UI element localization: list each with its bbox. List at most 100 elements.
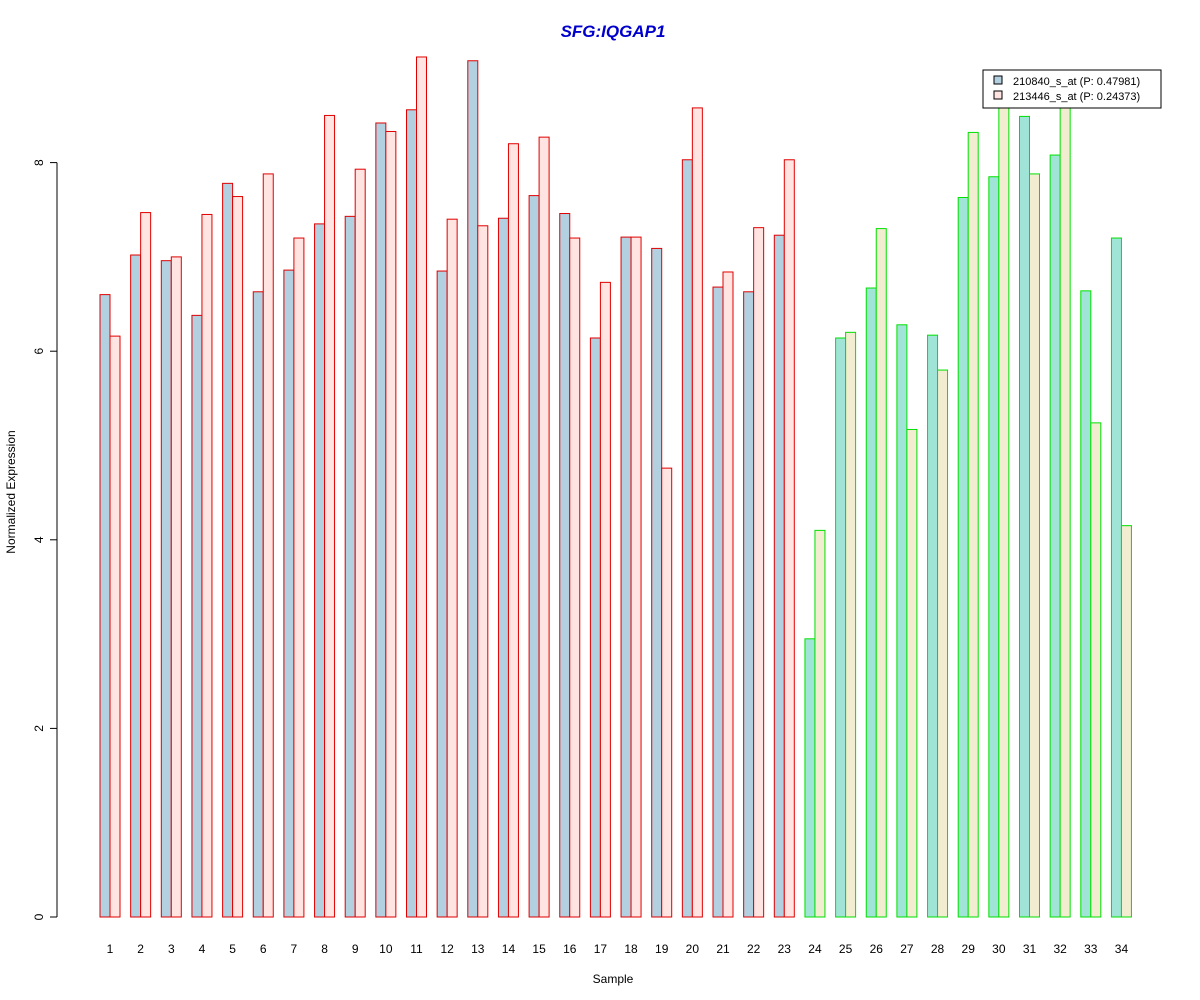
bar-sample-17-series-2 — [599, 281, 611, 918]
x-tick-label: 30 — [992, 942, 1006, 956]
bar-sample-18-series-1 — [620, 236, 632, 918]
y-tick-label: 8 — [32, 159, 46, 166]
x-tick-label: 4 — [199, 942, 206, 956]
chart-title: SFG:IQGAP1 — [561, 22, 666, 41]
bar-sample-16-series-2 — [569, 237, 581, 918]
legend-box — [982, 69, 1162, 109]
bar-sample-31-series-2 — [1029, 173, 1040, 918]
bar-sample-3-series-1 — [160, 260, 172, 918]
x-tick-label: 5 — [229, 942, 236, 956]
bar-sample-24-series-1 — [804, 638, 816, 918]
bar-sample-1-series-2 — [109, 335, 121, 918]
bar-sample-15-series-2 — [538, 136, 550, 918]
bar-sample-28-series-2 — [937, 369, 949, 918]
y-tick-label: 2 — [32, 725, 46, 732]
x-tick-label: 18 — [624, 942, 638, 956]
bar-sample-31-series-1 — [1019, 115, 1030, 918]
y-axis-label: Normalized Expression — [4, 430, 18, 553]
y-tick-label: 6 — [32, 348, 46, 355]
bar-sample-8-series-1 — [314, 223, 326, 918]
bar-sample-23-series-2 — [783, 159, 795, 918]
x-tick-label: 7 — [291, 942, 298, 956]
bar-sample-7-series-1 — [283, 269, 295, 918]
bar-sample-15-series-1 — [528, 195, 540, 918]
x-tick-label: 8 — [321, 942, 328, 956]
bar-sample-2-series-1 — [130, 254, 142, 918]
legend-swatch-210840 — [993, 75, 1003, 85]
x-tick-label: 1 — [107, 942, 114, 956]
x-tick-label: 17 — [594, 942, 608, 956]
x-tick-label: 25 — [839, 942, 853, 956]
bar-sample-12-series-2 — [446, 218, 458, 918]
bar-sample-4-series-1 — [191, 314, 203, 918]
x-tick-label: 19 — [655, 942, 669, 956]
x-tick-label: 31 — [1023, 942, 1037, 956]
x-tick-label: 22 — [747, 942, 761, 956]
bar-sample-26-series-2 — [875, 228, 887, 918]
x-tick-label: 28 — [931, 942, 945, 956]
bar-sample-7-series-2 — [293, 237, 305, 918]
bar-sample-8-series-2 — [324, 114, 336, 918]
bar-sample-11-series-2 — [416, 56, 427, 918]
bar-sample-24-series-2 — [814, 529, 826, 918]
bar-sample-25-series-2 — [845, 331, 857, 918]
bar-sample-16-series-1 — [559, 213, 571, 918]
bar-sample-6-series-2 — [262, 173, 274, 918]
bar-sample-21-series-2 — [722, 271, 734, 918]
x-tick-label: 10 — [379, 942, 393, 956]
bar-sample-13-series-2 — [477, 225, 489, 918]
bar-sample-33-series-1 — [1080, 290, 1092, 918]
bar-sample-20-series-1 — [681, 159, 693, 918]
x-tick-label: 29 — [962, 942, 976, 956]
bar-sample-29-series-2 — [967, 131, 979, 918]
bar-sample-14-series-1 — [497, 217, 509, 918]
bar-sample-22-series-2 — [753, 227, 765, 918]
x-tick-label: 3 — [168, 942, 175, 956]
x-tick-labels: 1 2 3 4 5 6 7 8 9 10 11 12 13 14 15 16 17 18 19 20 21 22 23 24 2… — [107, 942, 1129, 956]
x-tick-label: 24 — [808, 942, 822, 956]
bar-sample-18-series-2 — [630, 236, 642, 918]
bar-sample-27-series-1 — [896, 324, 908, 918]
y-tick-label: 0 — [32, 913, 46, 920]
bar-sample-9-series-2 — [354, 168, 366, 918]
x-tick-label: 26 — [870, 942, 884, 956]
legend-label-210840: 210840_s_at (P: 0.47981) — [1013, 76, 1140, 88]
bar-sample-4-series-2 — [201, 213, 213, 918]
bar-sample-25-series-1 — [835, 337, 847, 918]
bar-sample-2-series-2 — [140, 212, 152, 918]
bar-sample-14-series-2 — [507, 143, 519, 918]
bar-sample-27-series-2 — [906, 428, 918, 918]
bar-sample-23-series-1 — [773, 234, 785, 918]
bar-sample-34-series-2 — [1120, 525, 1132, 918]
bar-sample-28-series-1 — [927, 334, 939, 918]
x-tick-label: 14 — [502, 942, 516, 956]
y-axis: 0 2 4 6 8 — [32, 159, 58, 920]
bar-sample-11-series-1 — [406, 109, 417, 918]
bar-sample-29-series-1 — [957, 196, 969, 918]
bar-sample-5-series-1 — [222, 182, 234, 918]
x-tick-label: 13 — [471, 942, 485, 956]
bar-sample-9-series-1 — [344, 215, 356, 918]
x-tick-label: 9 — [352, 942, 359, 956]
bar-sample-33-series-2 — [1090, 422, 1102, 918]
bar-sample-10-series-1 — [375, 122, 387, 918]
x-tick-label: 15 — [532, 942, 546, 956]
x-tick-label: 6 — [260, 942, 267, 956]
x-tick-label: 20 — [686, 942, 700, 956]
bars — [99, 56, 1132, 918]
bar-sample-32-series-2 — [1059, 91, 1071, 918]
bar-sample-12-series-1 — [436, 270, 448, 918]
bar-sample-32-series-1 — [1049, 154, 1061, 918]
bar-sample-13-series-1 — [467, 60, 479, 918]
bar-sample-10-series-2 — [385, 130, 397, 918]
x-tick-label: 12 — [440, 942, 454, 956]
x-axis-label: Sample — [593, 972, 634, 986]
bar-sample-34-series-1 — [1110, 237, 1122, 918]
legend-swatch-213446 — [993, 90, 1003, 100]
bar-sample-6-series-1 — [252, 291, 264, 918]
x-tick-label: 11 — [410, 942, 423, 956]
bar-sample-21-series-1 — [712, 286, 724, 918]
bar-sample-26-series-1 — [865, 287, 877, 918]
bar-sample-30-series-1 — [988, 176, 1000, 918]
